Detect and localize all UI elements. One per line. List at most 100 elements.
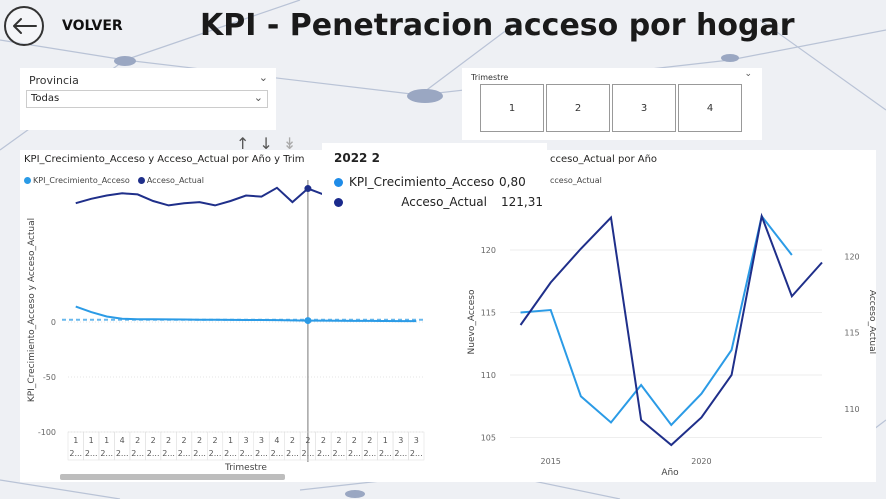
provincia-dropdown[interactable]: Todas ⌄ [26,90,268,108]
expand-all-icon[interactable]: ↡ [282,134,297,153]
legend-label: KPI_Crecimiento_Acceso [33,176,130,185]
x-tick-label: 2... [100,449,113,458]
x-tick-label: 2... [147,449,160,458]
trimestre-option-1[interactable]: 1 [480,84,544,132]
chart-title: cceso_Actual por Año [550,154,658,165]
x-tick-label: 2... [131,449,144,458]
horizontal-scrollbar [60,474,285,480]
x-tick-label: 2... [379,449,392,458]
chart-legend: cceso_Actual [550,176,602,185]
provincia-slicer: Provincia ⌄ Todas ⌄ [20,68,276,130]
x-tick-label: 2 [336,436,341,445]
chevron-down-icon[interactable]: ⌄ [258,71,268,84]
x-tick-label: 2 [166,436,171,445]
y2-tick-label: 110 [844,405,859,414]
x-tick-label: 2 [367,436,372,445]
x-axis-title: Trimestre [224,463,267,473]
x-tick-label: 2 [212,436,217,445]
chevron-down-icon: ⌄ [253,91,263,104]
x-tick-label: 2020 [691,457,711,466]
x-tick-label: 3 [243,436,248,445]
x-tick-label: 2 [305,436,310,445]
left-chart-plot[interactable]: 0 -50 -100 KPI_Crecimiento_Acceso y Acceso_… [20,150,432,482]
trimestre-slicer: Trimestre ⌄ 1 2 3 4 [462,68,762,140]
x-tick-label: 2... [224,449,237,458]
x-tick-label: 2... [394,449,407,458]
dot-icon [334,197,343,207]
trimestre-option-4[interactable]: 4 [678,84,742,132]
x-tick-label: 2... [162,449,175,458]
x-tick-label: 2... [116,449,129,458]
legend-item[interactable]: KPI_Crecimiento_Acceso [24,176,130,185]
trimestre-option-3[interactable]: 3 [612,84,676,132]
trimestre-option-2[interactable]: 2 [546,84,610,132]
tooltip-label: KPI_Crecimiento_Acceso [349,175,495,189]
y-tick-label: 110 [481,371,496,380]
series-line-nuevo-acceso [520,213,793,427]
x-tick-label: 2... [286,449,299,458]
x-tick-label: 2... [178,449,191,458]
tooltip-row: KPI_Crecimiento_Acceso 0,80 [334,175,544,189]
chart-title: KPI_Crecimiento_Acceso y Acceso_Actual p… [24,154,305,165]
x-tick-label: 2 [321,436,326,445]
x-tick-label: 1 [383,436,388,445]
legend-label: cceso_Actual [550,176,602,185]
visual-header-icons: ↑ ↓ ↡ [236,134,296,153]
x-tick-label: 2... [255,449,268,458]
y-tick-label: 115 [481,309,496,318]
y-tick-label: 0 [51,318,56,327]
y-tick-label: 105 [481,434,496,443]
x-tick-label: 1 [228,436,233,445]
page-title: KPI - Penetracion acceso por hogar [200,8,795,43]
legend-label: Acceso_Actual [146,176,205,185]
x-tick-label: 2 [197,436,202,445]
x-tick-label: 2... [302,449,315,458]
chart-legend: KPI_Crecimiento_Acceso Acceso_Actual [24,176,204,185]
x-tick-label: 2... [363,449,376,458]
x-tick-label: 2 [135,436,140,445]
back-label[interactable]: VOLVER [62,18,123,34]
dot-icon [334,177,343,187]
y2-axis-title: Acceso_Actual [867,290,876,354]
chevron-down-icon[interactable]: ⌄ [744,69,752,79]
x-tick-label: 2... [317,449,330,458]
x-tick-label: 1 [104,436,109,445]
trimestre-options: 1 2 3 4 [480,84,742,132]
series-line-kpi-crecimiento [75,305,417,323]
trimestre-slicer-title: Trimestre [471,73,509,82]
drill-down-icon[interactable]: ↓ [259,134,273,153]
x-tick-label: 2 [182,436,187,445]
x-axis-title: Año [661,468,679,478]
legend-item[interactable]: Acceso_Actual [137,176,205,185]
x-tick-label: 2... [193,449,206,458]
x-tick-label: 2... [209,449,222,458]
highlight-point [304,185,312,193]
provincia-selected-value: Todas [31,93,60,104]
tooltip-value: 121,31 [501,195,543,209]
tooltip-title: 2022 2 [334,151,380,165]
x-tick-label: 2 [290,436,295,445]
y-axis-title: Nuevo_Acceso [467,289,477,354]
drill-up-icon[interactable]: ↑ [236,134,250,153]
x-tick-label: 2... [69,449,82,458]
y2-tick-label: 120 [844,252,859,261]
x-tick-label: 2... [333,449,346,458]
x-tick-label: 2... [271,449,284,458]
x-tick-label: 2 [151,436,156,445]
x-tick-label: 2015 [541,457,561,466]
series-line-acceso-actual [519,212,823,447]
tooltip-row: Acceso_Actual 121,31 [334,195,544,209]
y-tick-label: -100 [38,428,56,437]
x-category-cell [408,431,425,461]
x-tick-label: 2... [240,449,253,458]
provincia-slicer-title: Provincia [29,74,79,87]
x-tick-label: 2... [410,449,423,458]
right-chart-plot[interactable]: 120 115 110 105 120 115 110 Nuevo_Acceso Acceso_… [430,150,876,482]
back-button[interactable] [4,6,44,46]
x-tick-label: 3 [259,436,264,445]
x-tick-label: 2... [85,449,98,458]
highlight-point [304,317,312,325]
x-tick-label: 4 [274,436,279,445]
x-tick-label: 1 [89,436,94,445]
y-tick-label: 120 [481,246,496,255]
